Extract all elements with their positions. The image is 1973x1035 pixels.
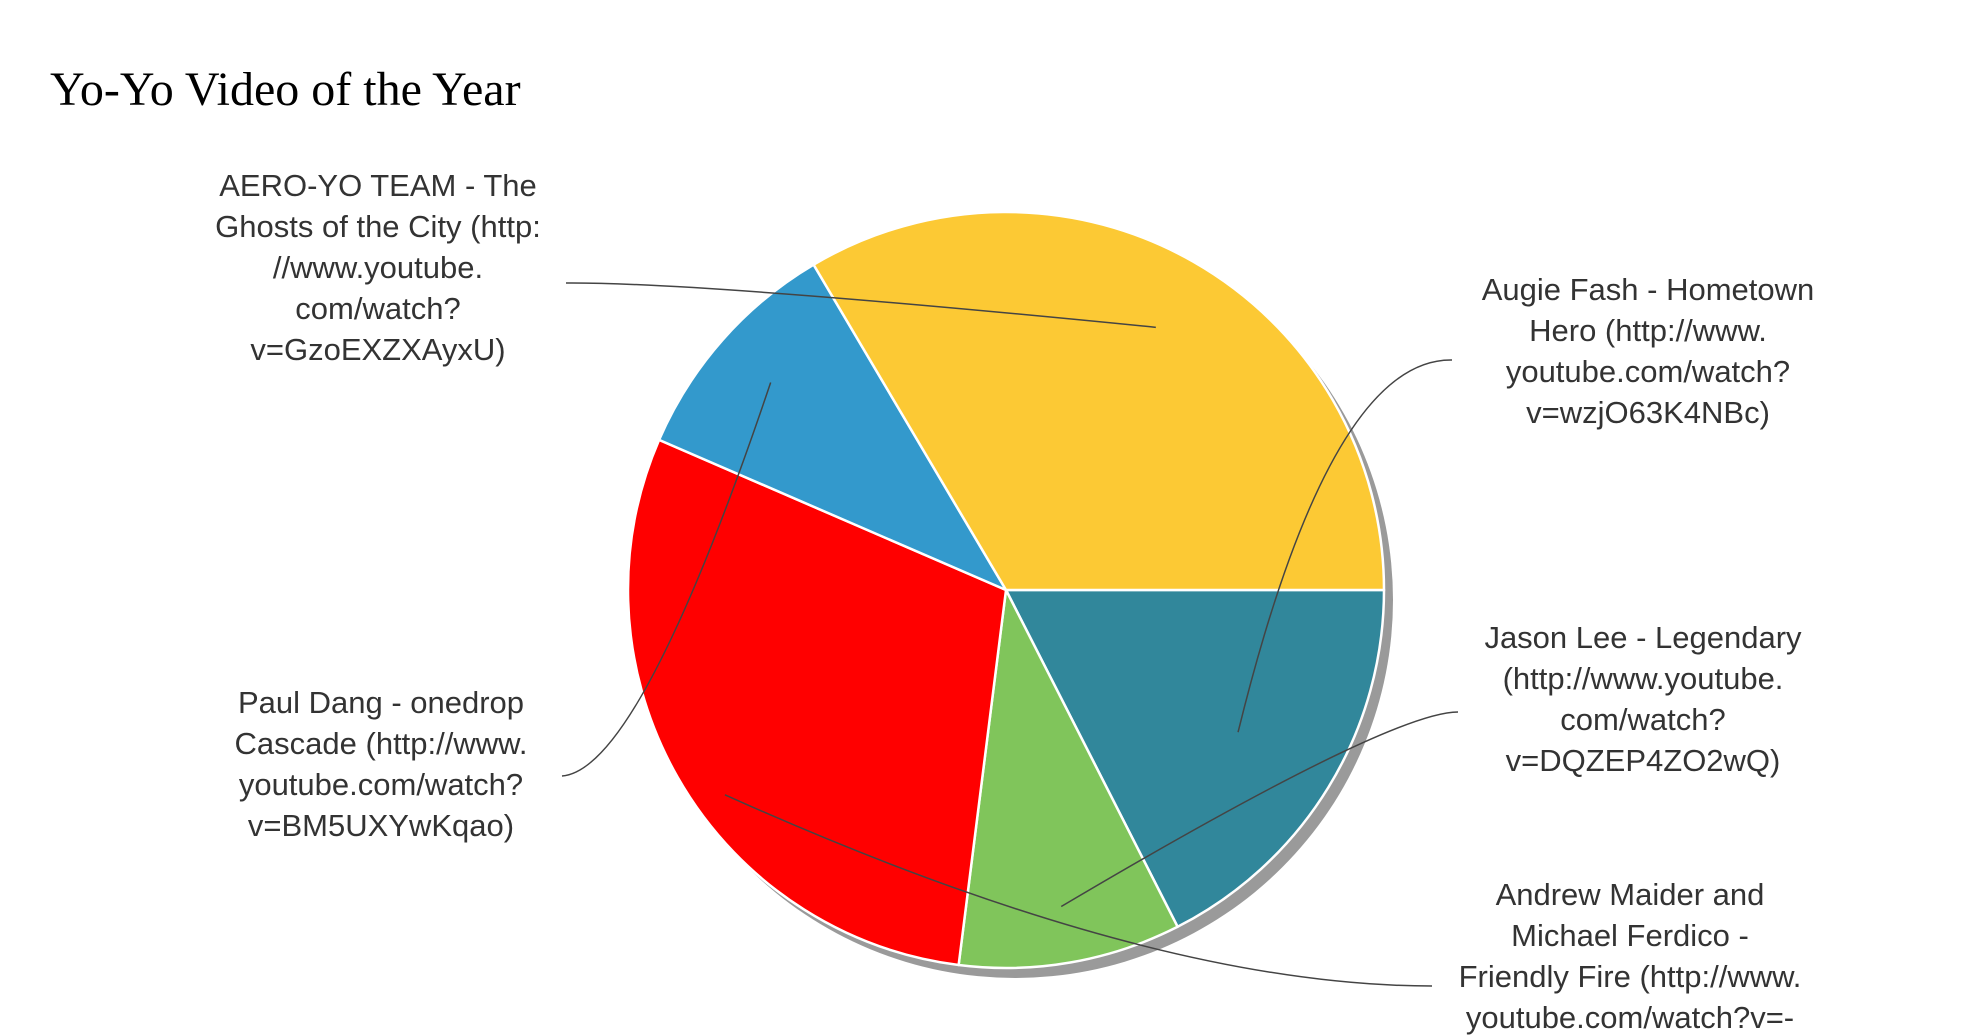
slice-label-line: Cascade (http://www. bbox=[235, 726, 528, 761]
slice-label-line: AERO-YO TEAM - The bbox=[219, 168, 537, 203]
leader-line bbox=[561, 382, 772, 777]
slice-label-line: Augie Fash - Hometown bbox=[1482, 272, 1815, 307]
slice-label: Andrew Maider and Michael Ferdico - Friend… bbox=[1459, 877, 1802, 1035]
pie-slice[interactable] bbox=[957, 588, 1179, 970]
slice-label-line: v=BM5UXYwKqao) bbox=[248, 808, 514, 843]
slice-labels: Augie Fash - Hometown Hero (http://www. yo… bbox=[215, 168, 1814, 1035]
slice-label-line: (http://www.youtube. bbox=[1503, 661, 1784, 696]
slice-label-line: v=GzoEXZXAyxU) bbox=[250, 332, 505, 367]
slice-label: Paul Dang - onedrop Cascade (http://www. y… bbox=[235, 685, 528, 843]
slice-label-line: Jason Lee - Legendary bbox=[1484, 620, 1802, 655]
leader-lines bbox=[561, 282, 1459, 987]
slice-label: Jason Lee - Legendary (http://www.youtube… bbox=[1484, 620, 1802, 778]
slice-label-line: youtube.com/watch? bbox=[1506, 354, 1790, 389]
leader-line bbox=[1060, 711, 1459, 908]
slice-label-line: com/watch? bbox=[295, 291, 460, 326]
pie-slice[interactable] bbox=[1004, 588, 1386, 929]
slice-label-line: Michael Ferdico - bbox=[1511, 918, 1749, 953]
slice-label-line: youtube.com/watch? bbox=[239, 767, 523, 802]
slice-label-line: Hero (http://www. bbox=[1529, 313, 1767, 348]
slice-label: Augie Fash - Hometown Hero (http://www. yo… bbox=[1482, 272, 1815, 430]
slice-label-line: Ghosts of the City (http: bbox=[215, 209, 541, 244]
slice-label-line: Andrew Maider and bbox=[1496, 877, 1765, 912]
leader-line bbox=[724, 794, 1433, 987]
pie-slice[interactable] bbox=[657, 263, 1008, 592]
slice-label: AERO-YO TEAM - The Ghosts of the City (ht… bbox=[215, 168, 541, 367]
slice-label-line: youtube.com/watch?v=- bbox=[1466, 1000, 1794, 1035]
slice-label-line: Paul Dang - onedrop bbox=[238, 685, 524, 720]
leader-line bbox=[1237, 359, 1453, 733]
slice-label-line: //www.youtube. bbox=[273, 250, 483, 285]
pie-slice[interactable] bbox=[812, 210, 1386, 592]
chart-title: Yo-Yo Video of the Year bbox=[50, 63, 521, 116]
leader-line bbox=[565, 282, 1156, 329]
slice-label-line: com/watch? bbox=[1560, 702, 1725, 737]
pie-slices bbox=[626, 210, 1386, 970]
slice-label-line: v=wzjO63K4NBc) bbox=[1526, 395, 1770, 430]
slice-label-line: Friendly Fire (http://www. bbox=[1459, 959, 1802, 994]
slice-label-line: v=DQZEP4ZO2wQ) bbox=[1506, 743, 1781, 778]
pie-slice[interactable] bbox=[626, 438, 1008, 967]
